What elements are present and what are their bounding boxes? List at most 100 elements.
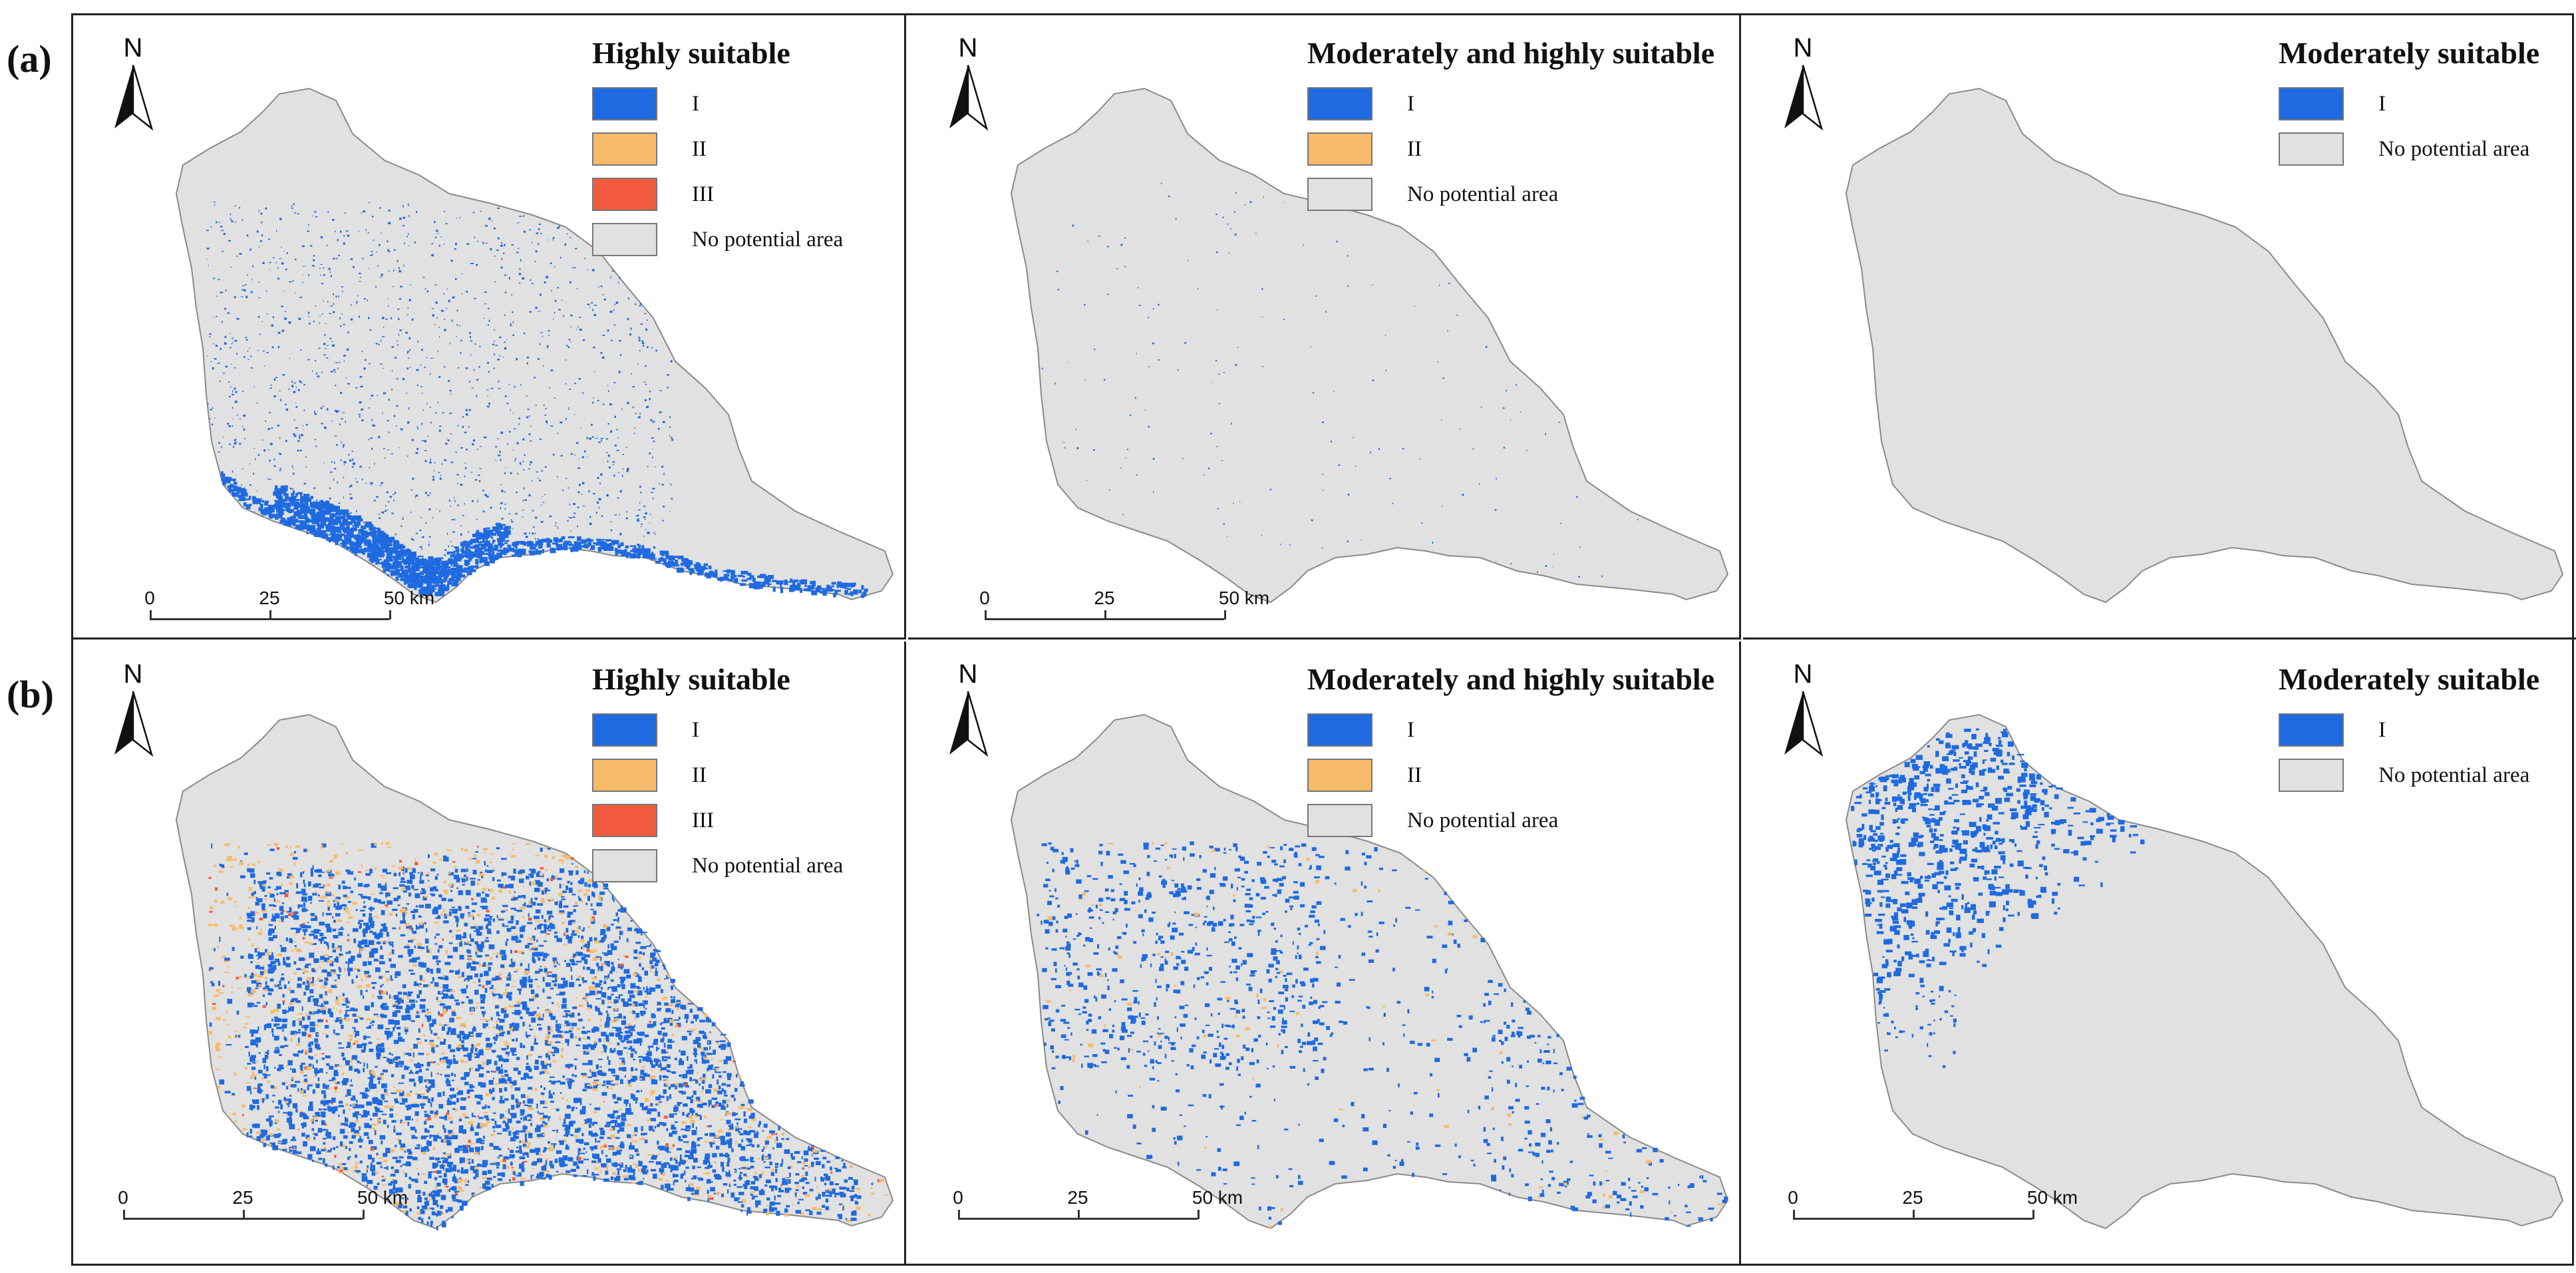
patch-class-I	[234, 439, 236, 441]
patch-class-I	[329, 313, 331, 314]
patch-class-I	[283, 961, 287, 966]
patch-class-I	[1124, 237, 1126, 239]
patch-class-I	[241, 489, 247, 494]
patch-class-II	[540, 898, 545, 900]
patch-class-I	[464, 431, 467, 434]
patch-class-I	[659, 411, 662, 413]
patch-class-I	[244, 438, 245, 439]
patch-class-I	[627, 998, 632, 1002]
patch-class-I	[337, 974, 340, 980]
patch-class-I	[388, 563, 392, 567]
patch-class-I	[563, 315, 565, 317]
patch-class-I	[359, 416, 361, 418]
patch-class-I	[439, 562, 445, 564]
patch-class-I	[410, 559, 413, 564]
patch-class-II	[468, 857, 472, 860]
patch-class-I	[387, 240, 389, 242]
patch-class-I	[326, 1071, 328, 1074]
patch-class-I	[597, 507, 601, 508]
patch-class-I	[614, 514, 617, 516]
patch-class-I	[345, 536, 352, 541]
patch-class-I	[366, 1101, 372, 1106]
patch-class-I	[518, 273, 521, 275]
patch-class-I	[365, 534, 369, 538]
patch-class-I	[354, 521, 361, 526]
patch-class-I	[733, 575, 737, 578]
patch-class-I	[343, 496, 344, 498]
patch-class-I	[862, 592, 866, 594]
patch-class-I	[496, 530, 502, 534]
patch-class-I	[639, 350, 641, 351]
patch-class-I	[685, 1187, 691, 1191]
patch-class-II	[384, 1105, 390, 1109]
patch-class-I	[453, 1060, 458, 1064]
patch-class-I	[790, 578, 793, 582]
patch-class-I	[516, 1057, 520, 1060]
patch-class-I	[250, 1055, 256, 1058]
patch-class-I	[435, 301, 438, 303]
patch-class-I	[266, 506, 273, 512]
patch-class-I	[567, 939, 572, 944]
patch-class-I	[489, 1143, 494, 1147]
patch-class-I	[447, 439, 450, 442]
patch-class-I	[314, 411, 315, 413]
patch-class-I	[446, 989, 452, 992]
patch-class-I	[273, 898, 275, 902]
patch-class-I	[275, 492, 282, 498]
patch-class-I	[1579, 546, 1581, 548]
patch-class-I	[678, 1161, 681, 1167]
patch-class-I	[727, 570, 733, 573]
patch-class-I	[430, 458, 431, 461]
patch-class-I	[555, 1041, 561, 1043]
patch-class-I	[746, 1210, 748, 1216]
patch-class-I	[585, 902, 587, 905]
patch-class-II	[297, 1013, 303, 1015]
patch-class-I	[391, 317, 393, 319]
patch-class-I	[473, 1176, 476, 1180]
patch-class-I	[293, 510, 294, 512]
patch-class-I	[303, 1075, 307, 1077]
patch-class-I	[622, 454, 624, 455]
patch-class-I	[519, 268, 521, 270]
patch-class-I	[323, 274, 325, 276]
patch-class-I	[335, 512, 342, 516]
patch-class-II	[858, 1191, 861, 1193]
patch-class-I	[253, 496, 256, 499]
patch-class-I	[324, 427, 327, 429]
patch-class-I	[215, 345, 218, 347]
patch-class-II	[437, 1001, 442, 1002]
patch-class-I	[1227, 224, 1229, 225]
patch-class-I	[503, 552, 508, 554]
patch-class-I	[518, 417, 520, 420]
patch-class-I	[283, 957, 285, 962]
patch-class-I	[396, 425, 397, 427]
patch-class-I	[388, 270, 390, 272]
patch-class-I	[434, 236, 437, 238]
patch-class-II	[548, 1148, 554, 1151]
patch-class-I	[383, 326, 385, 328]
patch-class-I	[711, 1105, 715, 1108]
patch-class-I	[337, 481, 339, 484]
patch-class-I	[593, 1153, 598, 1159]
patch-class-I	[293, 498, 296, 500]
patch-class-I	[486, 1177, 492, 1181]
patch-class-I	[438, 1104, 444, 1109]
patch-class-I	[412, 578, 417, 584]
patch-class-I	[369, 920, 375, 926]
patch-class-I	[468, 409, 470, 411]
patch-class-I	[305, 516, 309, 518]
patch-class-I	[558, 1157, 564, 1163]
patch-class-I	[297, 977, 302, 982]
patch-class-I	[243, 356, 245, 358]
patch-class-I	[328, 268, 331, 270]
patch-class-I	[337, 410, 339, 412]
patch-class-I	[337, 239, 339, 242]
patch-class-I	[456, 567, 460, 570]
patch-class-I	[318, 530, 324, 534]
patch-class-I	[725, 1056, 732, 1061]
patch-class-I	[472, 534, 478, 538]
patch-class-I	[708, 566, 712, 570]
patch-class-I	[499, 451, 501, 453]
patch-class-I	[276, 504, 283, 510]
patch-class-I	[463, 1055, 468, 1057]
